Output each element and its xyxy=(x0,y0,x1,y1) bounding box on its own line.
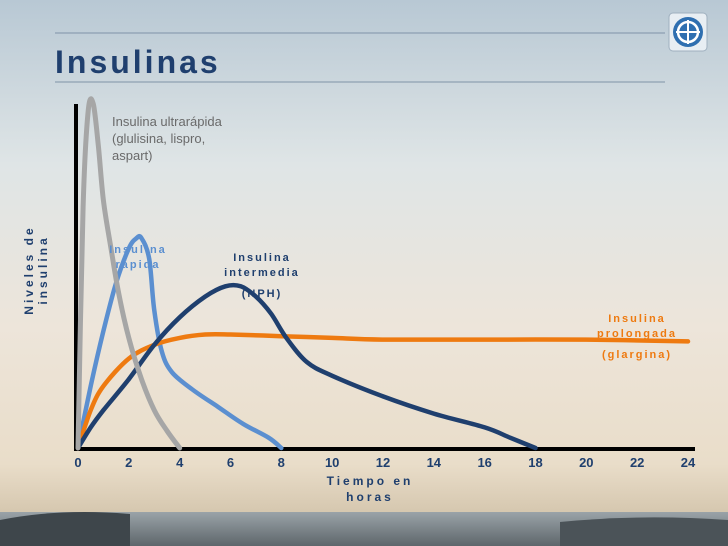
label-prolongada-sub: (glargina) xyxy=(601,349,673,361)
label-intermedia: Insulina intermedia xyxy=(224,252,300,279)
series-line-prolongada xyxy=(75,331,691,451)
x-tick-label: 12 xyxy=(376,455,390,470)
label-prolongada: Insulina prolongada xyxy=(597,313,677,340)
slide-title: Insulinas xyxy=(55,44,221,80)
series-line-ultra xyxy=(75,96,183,451)
x-tick-label: 16 xyxy=(477,455,491,470)
x-tick-label: 10 xyxy=(325,455,339,470)
label-ultrarapida: Insulina ultrarápida (glulisina, lispro,… xyxy=(112,114,222,163)
x-axis-label: Tiempo en horas xyxy=(326,474,414,504)
x-tick-label: 24 xyxy=(681,455,696,470)
x-tick-label: 0 xyxy=(74,455,81,470)
x-tick-label: 6 xyxy=(227,455,234,470)
x-tick-label: 4 xyxy=(176,455,184,470)
x-tick-label: 18 xyxy=(528,455,542,470)
x-tick-label: 8 xyxy=(278,455,285,470)
series-line-intermedia xyxy=(75,282,538,451)
y-axis-label: Niveles de insulina xyxy=(22,225,50,315)
label-intermedia-sub: (NPH) xyxy=(241,288,283,300)
x-tick-label: 2 xyxy=(125,455,132,470)
label-rapida: Insulina rápida xyxy=(109,244,167,271)
series-line-rapida xyxy=(75,233,284,451)
circle-emblem-icon xyxy=(668,12,708,52)
x-tick-label: 22 xyxy=(630,455,644,470)
x-tick-label: 14 xyxy=(427,455,442,470)
x-tick-label: 20 xyxy=(579,455,593,470)
